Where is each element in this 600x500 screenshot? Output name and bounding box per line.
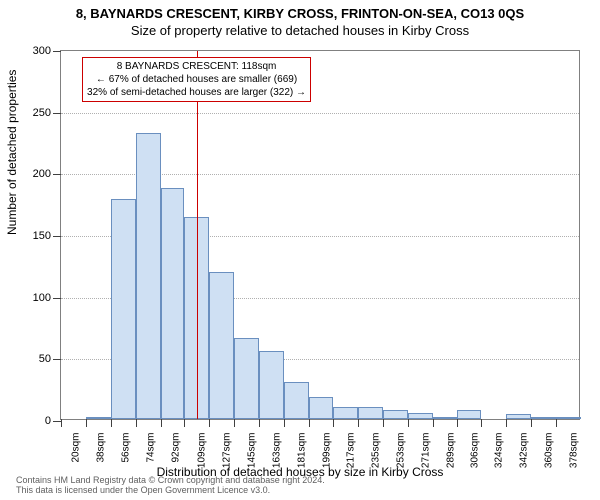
x-tick (161, 419, 162, 427)
x-tick-label: 109sqm (196, 433, 207, 469)
x-tick (309, 419, 310, 427)
histogram-bar (284, 382, 309, 419)
annotation-line: 32% of semi-detached houses are larger (… (87, 86, 306, 99)
x-tick (234, 419, 235, 427)
annotation-line: 8 BAYNARDS CRESCENT: 118sqm (87, 60, 306, 73)
y-tick-label: 200 (33, 168, 61, 180)
y-tick-label: 300 (33, 45, 61, 57)
x-tick-label: 127sqm (221, 433, 232, 469)
x-tick (433, 419, 434, 427)
annotation-box: 8 BAYNARDS CRESCENT: 118sqm← 67% of deta… (82, 57, 311, 102)
histogram-bar (531, 417, 556, 419)
x-tick (61, 419, 62, 427)
x-tick-label: 181sqm (296, 433, 307, 469)
histogram-bar (259, 351, 284, 419)
x-tick (333, 419, 334, 427)
x-tick (111, 419, 112, 427)
x-tick-label: 145sqm (246, 433, 257, 469)
x-tick (506, 419, 507, 427)
page-subtitle: Size of property relative to detached ho… (0, 23, 600, 38)
x-tick-label: 235sqm (371, 433, 382, 469)
histogram-bar (408, 413, 433, 419)
x-tick (383, 419, 384, 427)
x-tick-label: 92sqm (170, 433, 181, 463)
x-tick-label: 324sqm (494, 433, 505, 469)
histogram-bar (506, 414, 531, 419)
histogram-bar (111, 199, 136, 419)
x-tick (556, 419, 557, 427)
histogram-bar (136, 133, 161, 419)
x-tick (284, 419, 285, 427)
x-tick-label: 289sqm (445, 433, 456, 469)
x-tick-label: 74sqm (145, 433, 156, 463)
x-tick-label: 306sqm (469, 433, 480, 469)
x-tick (259, 419, 260, 427)
x-tick (136, 419, 137, 427)
y-tick-label: 100 (33, 292, 61, 304)
histogram-bar (358, 407, 383, 419)
y-tick-label: 0 (45, 415, 61, 427)
y-tick-label: 150 (33, 230, 61, 242)
x-tick-label: 253sqm (396, 433, 407, 469)
chart-plot: 05010015020025030020sqm38sqm56sqm74sqm92… (60, 50, 580, 420)
x-tick (481, 419, 482, 427)
plot-area: 05010015020025030020sqm38sqm56sqm74sqm92… (60, 50, 580, 420)
x-tick-label: 378sqm (568, 433, 579, 469)
histogram-bar (234, 338, 259, 419)
x-tick-label: 199sqm (321, 433, 332, 469)
y-tick-label: 250 (33, 107, 61, 119)
x-tick-label: 360sqm (543, 433, 554, 469)
histogram-bar (309, 397, 334, 419)
x-tick (408, 419, 409, 427)
footnote: Contains HM Land Registry data © Crown c… (16, 476, 325, 496)
histogram-bar (433, 417, 457, 419)
x-tick (184, 419, 185, 427)
annotation-line: ← 67% of detached houses are smaller (66… (87, 73, 306, 86)
x-tick (531, 419, 532, 427)
x-tick-label: 217sqm (346, 433, 357, 469)
histogram-bar (457, 410, 482, 419)
x-tick-label: 38sqm (95, 433, 106, 463)
histogram-bar (383, 410, 408, 419)
x-tick-label: 56sqm (120, 433, 131, 463)
histogram-bar (161, 188, 185, 419)
property-marker-line (197, 51, 198, 419)
x-tick-label: 20sqm (71, 433, 82, 463)
x-tick (209, 419, 210, 427)
histogram-bar (556, 417, 581, 419)
footnote-line2: This data is licensed under the Open Gov… (16, 486, 325, 496)
x-tick (457, 419, 458, 427)
histogram-bar (209, 272, 234, 419)
x-tick-label: 271sqm (420, 433, 431, 469)
gridline (61, 113, 579, 114)
x-tick-label: 163sqm (271, 433, 282, 469)
x-tick (358, 419, 359, 427)
y-axis-label: Number of detached properties (5, 70, 19, 235)
histogram-bar (86, 417, 111, 419)
x-tick (86, 419, 87, 427)
page-title: 8, BAYNARDS CRESCENT, KIRBY CROSS, FRINT… (0, 0, 600, 21)
x-tick-label: 342sqm (519, 433, 530, 469)
histogram-bar (333, 407, 358, 419)
y-tick-label: 50 (39, 353, 61, 365)
